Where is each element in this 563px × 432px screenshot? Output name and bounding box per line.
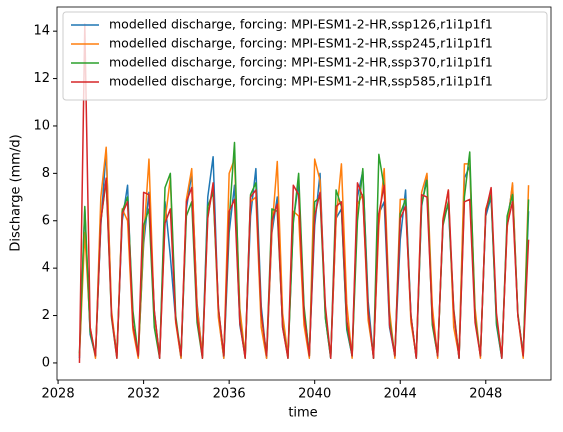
series-line <box>78 23 530 363</box>
x-tick-label: 2036 <box>213 387 246 402</box>
y-tick-label: 12 <box>33 71 50 86</box>
y-tick-label: 10 <box>33 118 50 133</box>
x-tick-label: 2040 <box>298 387 331 402</box>
y-tick-label: 2 <box>42 308 50 323</box>
y-tick-label: 6 <box>42 213 50 228</box>
legend-box <box>62 11 548 101</box>
x-tick-label: 2044 <box>384 387 417 402</box>
y-tick-label: 14 <box>33 24 50 39</box>
legend: modelled discharge, forcing: MPI-ESM1-2-… <box>62 11 548 101</box>
legend-label: modelled discharge, forcing: MPI-ESM1-2-… <box>109 55 493 70</box>
legend-label: modelled discharge, forcing: MPI-ESM1-2-… <box>109 74 493 89</box>
legend-label: modelled discharge, forcing: MPI-ESM1-2-… <box>109 36 493 51</box>
x-tick-label: 2048 <box>469 387 502 402</box>
y-tick-label: 4 <box>42 261 50 276</box>
y-tick-label: 0 <box>42 355 50 370</box>
x-axis-label: time <box>288 406 317 421</box>
x-tick-label: 2028 <box>42 387 75 402</box>
series-line <box>78 146 530 359</box>
y-axis-label: Discharge (mm/d) <box>9 134 24 251</box>
y-tick-label: 8 <box>42 166 50 181</box>
legend-label: modelled discharge, forcing: MPI-ESM1-2-… <box>109 17 493 32</box>
x-tick-label: 2032 <box>127 387 160 402</box>
plot-frame <box>56 6 552 381</box>
